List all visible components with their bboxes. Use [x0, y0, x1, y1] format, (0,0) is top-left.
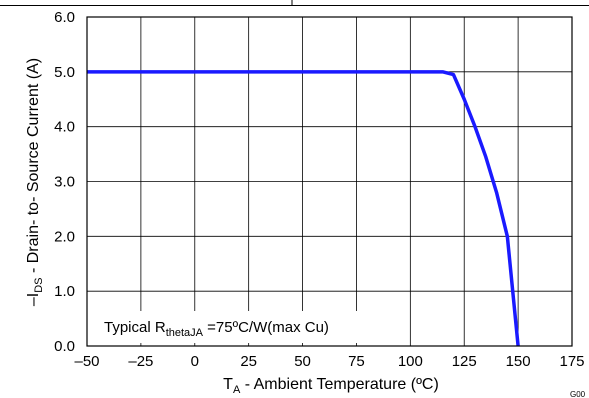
x-tick-label: 75 [348, 353, 365, 370]
x-tick-label: 25 [240, 353, 257, 370]
x-axis-label: TA - Ambient Temperature (ºC) [223, 376, 439, 396]
gridlines [87, 17, 572, 346]
y-tick-labels: 0.0 1.0 2.0 3.0 4.0 5.0 6.0 [54, 9, 75, 355]
y-tick-label: 1.0 [54, 283, 75, 300]
annotation-text: Typical RthetaJA =75ºC/W(max Cu) [104, 319, 329, 339]
y-tick-label: 5.0 [54, 64, 75, 81]
y-axis-label: –IDS - Drain- to- Source Current (A) [25, 58, 45, 306]
y-tick-label: 0.0 [54, 338, 75, 355]
x-tick-label: 125 [452, 353, 477, 370]
x-tick-label: 175 [559, 353, 584, 370]
y-tick-label: 6.0 [54, 9, 75, 26]
x-tick-label: 150 [506, 353, 531, 370]
plot-frame [86, 16, 573, 347]
figure-id: G00 [570, 390, 586, 398]
series-layer [87, 70, 520, 347]
x-tick-label: 50 [294, 353, 311, 370]
x-tick-label: –25 [128, 353, 153, 370]
x-tick-labels: –50 –25 0 25 50 75 100 125 150 175 [74, 353, 584, 370]
y-tick-label: 2.0 [54, 228, 75, 245]
y-tick-label: 4.0 [54, 119, 75, 136]
x-tick-label: –50 [74, 353, 99, 370]
derating-curve [87, 70, 520, 347]
x-tick-label: 100 [398, 353, 423, 370]
x-tick-label: 0 [191, 353, 199, 370]
annotation-box [98, 311, 382, 343]
y-tick-label: 3.0 [54, 174, 75, 191]
